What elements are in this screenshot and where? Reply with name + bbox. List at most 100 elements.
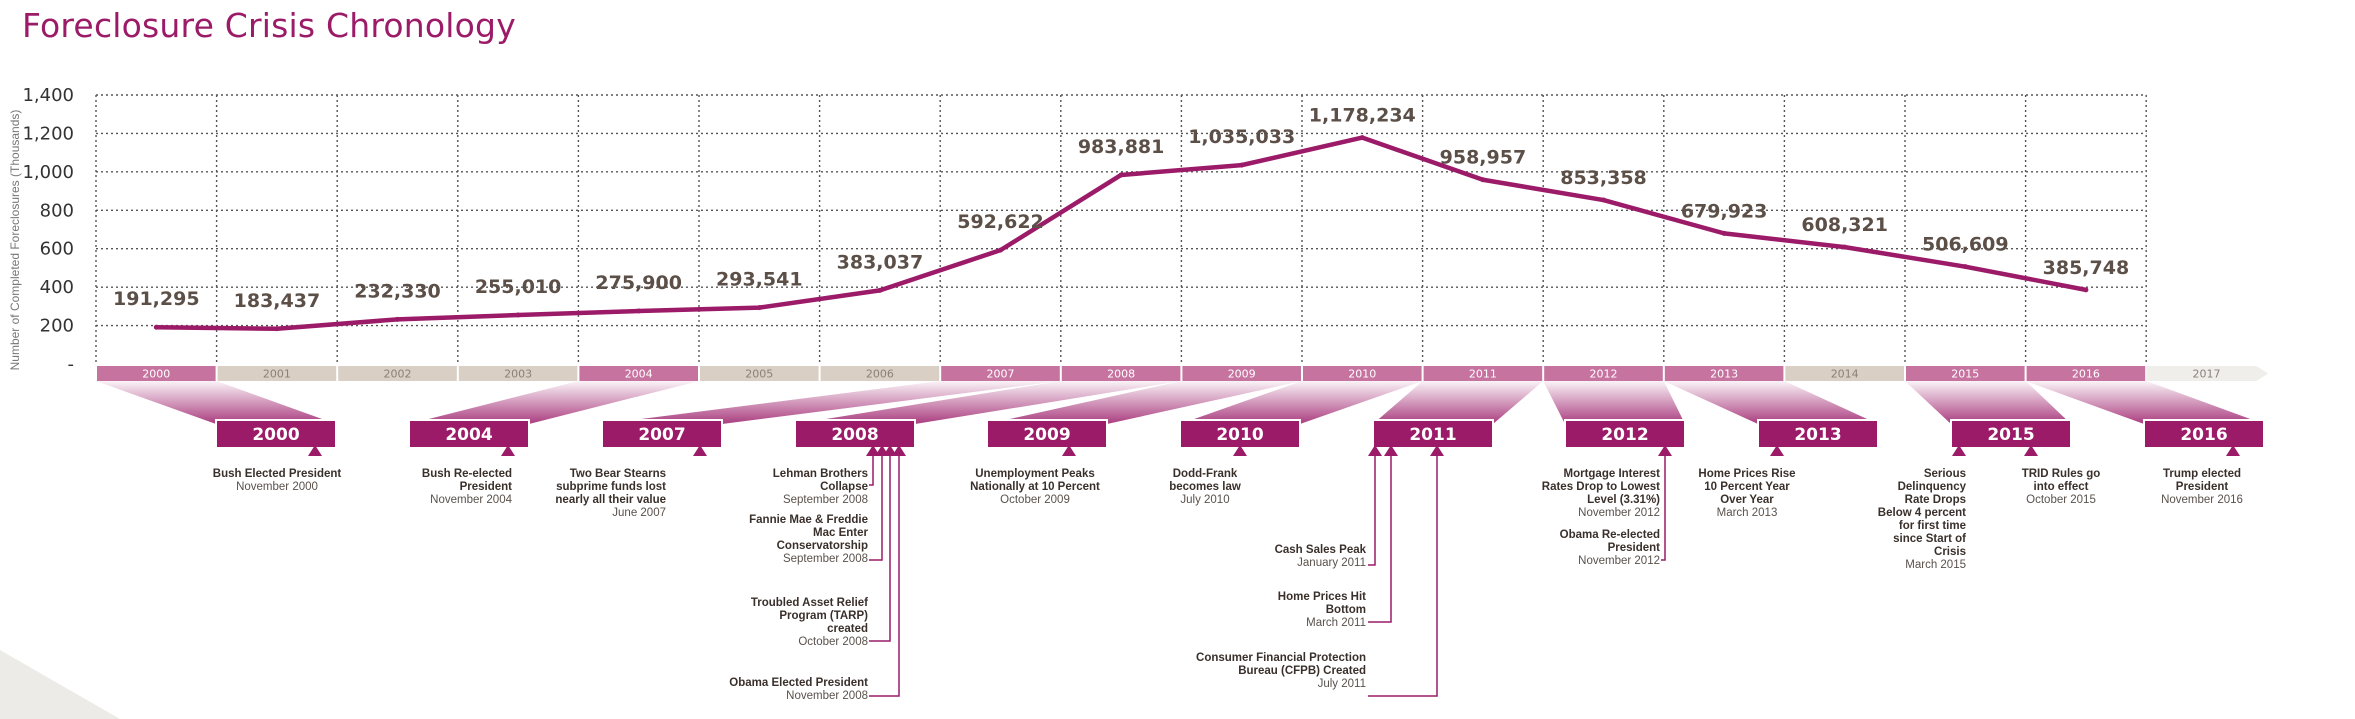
year-band-cell <box>338 366 457 381</box>
corner-decoration <box>0 650 120 719</box>
year-box-label: 2009 <box>1023 425 1070 445</box>
event-title: Home Prices Rise 10 Percent Year Over Ye… <box>1698 468 1796 506</box>
data-point <box>877 287 883 293</box>
event-fannie-freddie: Fannie Mae & Freddie Mac Enter Conservat… <box>742 514 868 566</box>
year-box-label: 2016 <box>2180 425 2227 445</box>
year-box <box>1564 419 1686 449</box>
event-home-prices-rise: Home Prices Rise 10 Percent Year Over Ye… <box>1694 468 1800 520</box>
event-title: Unemployment Peaks Nationally at 10 Perc… <box>970 468 1100 493</box>
event-marker-icon <box>892 445 906 456</box>
event-title: Dodd-Frank becomes law <box>1169 468 1241 493</box>
data-point <box>1118 172 1124 178</box>
funnel <box>602 381 1061 424</box>
year-band-cell <box>1423 366 1543 381</box>
y-tick-label: 1,200 <box>22 123 74 144</box>
year-band-label: 2015 <box>1951 368 1979 381</box>
data-label: 183,437 <box>234 290 321 312</box>
year-band-cell <box>2146 366 2269 381</box>
event-title: Trump elected President <box>2163 468 2241 493</box>
leader-line <box>1661 456 1666 561</box>
data-point <box>998 247 1003 253</box>
data-label: 1,178,234 <box>1309 105 1416 127</box>
leader-line <box>869 456 874 486</box>
y-tick-label: - <box>68 354 75 375</box>
data-point <box>395 316 400 322</box>
event-bear-stearns: Two Bear Stearns subprime funds lost nea… <box>540 468 666 520</box>
year-box-label: 2011 <box>1409 425 1456 445</box>
data-label: 592,622 <box>957 211 1044 233</box>
funnel <box>409 381 699 424</box>
event-date: November 2016 <box>2161 494 2243 506</box>
year-band-cell <box>1544 366 1663 381</box>
event-trump: Trump elected President November 2016 <box>2152 468 2252 507</box>
year-box <box>1950 419 2072 449</box>
page-title: Foreclosure Crisis Chronology <box>22 6 516 45</box>
year-band-label: 2017 <box>2193 368 2221 381</box>
year-box-label: 2000 <box>252 425 299 445</box>
data-label: 275,900 <box>595 272 682 294</box>
year-band-cell <box>217 366 337 381</box>
data-point <box>636 308 642 314</box>
event-marker-icon <box>866 445 880 456</box>
event-marker-icon <box>1952 445 1966 456</box>
year-box <box>1179 419 1301 449</box>
data-point <box>153 324 159 330</box>
year-band-cell <box>97 366 216 381</box>
event-date: November 2000 <box>236 481 318 493</box>
event-home-prices-bottom: Home Prices Hit Bottom March 2011 <box>1246 591 1366 630</box>
event-cash-sales: Cash Sales Peak January 2011 <box>1226 544 1366 570</box>
leader-line <box>869 456 883 561</box>
data-label: 255,010 <box>475 276 562 298</box>
funnel <box>1905 381 2071 424</box>
event-title: Bush Elected President <box>212 468 342 480</box>
event-date: November 2008 <box>786 690 868 702</box>
event-title: Two Bear Stearns subprime funds lost nea… <box>555 468 666 506</box>
year-box <box>1372 419 1494 449</box>
event-marker-icon <box>1430 445 1444 456</box>
year-box-label: 2010 <box>1216 425 1263 445</box>
year-box <box>1757 419 1879 449</box>
data-label: 232,330 <box>354 280 441 302</box>
event-date: March 2013 <box>1716 507 1778 519</box>
event-title: Bush Re-elected President <box>421 468 512 493</box>
year-box <box>794 419 916 449</box>
event-bush-elected: Bush Elected President November 2000 <box>212 468 342 494</box>
event-marker-icon <box>2024 445 2038 456</box>
year-band-label: 2007 <box>987 368 1015 381</box>
year-band-label: 2011 <box>1469 368 1497 381</box>
data-label: 1,035,033 <box>1188 126 1295 148</box>
event-date: September 2008 <box>782 494 868 506</box>
funnel <box>1663 381 1878 424</box>
funnel <box>1180 381 1423 424</box>
y-tick-label: 800 <box>40 200 74 221</box>
data-point <box>1721 230 1727 236</box>
data-point <box>1962 264 1968 270</box>
year-box-label: 2008 <box>831 425 878 445</box>
data-point <box>1239 162 1245 168</box>
data-point <box>274 326 280 332</box>
event-marker-icon <box>1368 445 1382 456</box>
y-tick-label: 400 <box>40 277 74 298</box>
event-title: Mortgage Interest Rates Drop to Lowest L… <box>1541 468 1660 506</box>
event-obama-reelected: Obama Re-elected President November 2012 <box>1536 529 1660 568</box>
data-point <box>1601 197 1606 203</box>
event-marker-icon <box>693 445 707 456</box>
event-date: September 2008 <box>782 553 868 565</box>
event-date: November 2004 <box>430 494 512 506</box>
event-date: October 2015 <box>2026 494 2096 506</box>
y-tick-label: 1,400 <box>22 85 74 106</box>
data-label: 191,295 <box>113 288 200 310</box>
event-title: TRID Rules go into effect <box>2021 468 2101 493</box>
year-band-label: 2008 <box>1107 368 1135 381</box>
year-band-cell <box>2026 366 2146 381</box>
event-delinquency: Serious Delinquency Rate Drops Below 4 p… <box>1874 468 1966 572</box>
year-box-label: 2004 <box>445 425 492 445</box>
event-marker-icon <box>883 445 897 456</box>
year-band-label: 2012 <box>1590 368 1618 381</box>
year-band-label: 2006 <box>866 368 894 381</box>
year-box <box>2143 419 2265 449</box>
event-date: March 2011 <box>1306 617 1366 629</box>
data-point <box>1842 244 1848 250</box>
data-point <box>756 305 762 311</box>
